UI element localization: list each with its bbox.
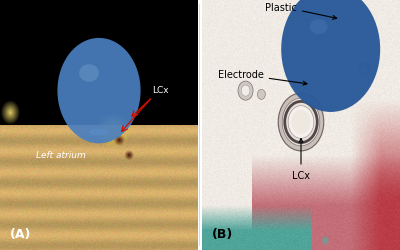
Circle shape [258,90,265,100]
Text: Left atrium: Left atrium [36,150,85,160]
Circle shape [238,82,253,101]
Ellipse shape [89,129,109,136]
Text: (B): (B) [212,227,233,240]
Circle shape [292,110,310,134]
Text: (A): (A) [10,227,31,240]
Circle shape [278,94,324,151]
Ellipse shape [310,20,328,35]
Ellipse shape [79,65,99,82]
Text: Electrode: Electrode [218,70,307,86]
Circle shape [281,0,380,112]
Circle shape [241,86,250,97]
Text: LCx: LCx [152,86,169,95]
Circle shape [362,67,367,73]
Circle shape [288,106,314,139]
Circle shape [360,64,369,76]
Text: Plastic: Plastic [265,2,337,20]
Circle shape [282,99,320,146]
Text: LCx: LCx [292,139,310,180]
Circle shape [58,39,140,144]
